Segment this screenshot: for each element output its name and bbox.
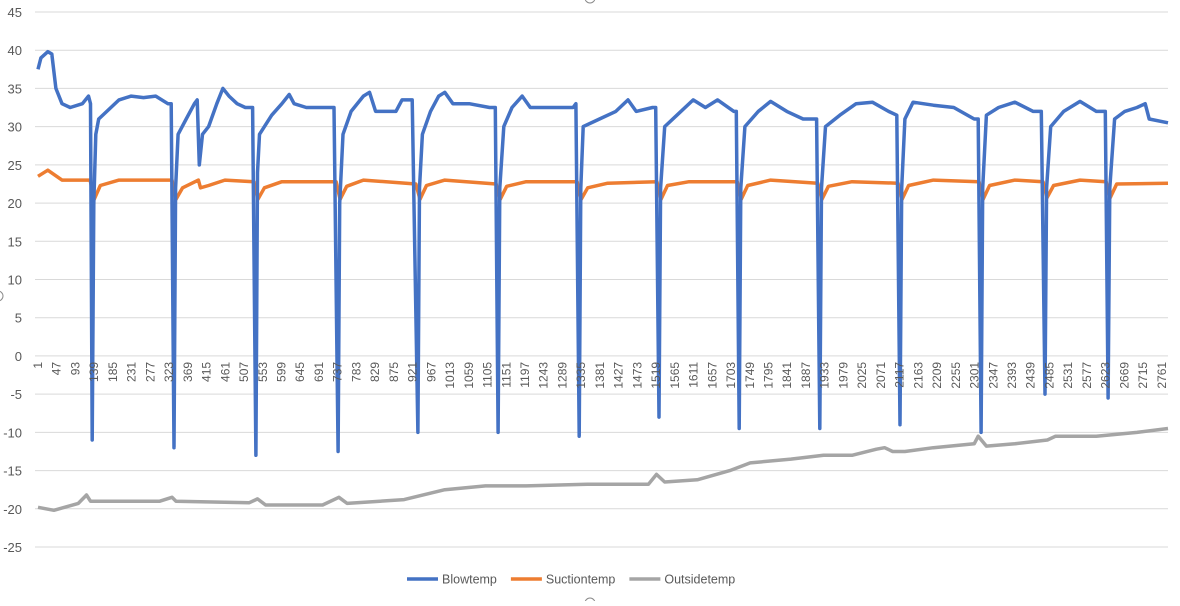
x-tick-label: 2623 xyxy=(1099,362,1113,389)
x-tick-label: 967 xyxy=(424,362,438,382)
x-tick-label: 1105 xyxy=(481,362,495,388)
x-tick-label: 1 xyxy=(31,362,45,369)
selection-handle-top[interactable] xyxy=(584,0,596,4)
x-tick-label: 783 xyxy=(349,362,363,382)
series-line-suctiontemp[interactable] xyxy=(37,168,1169,202)
x-tick-label: 231 xyxy=(125,362,139,382)
x-tick-label: 1933 xyxy=(818,362,832,389)
y-tick-label: 35 xyxy=(8,81,22,96)
y-tick-label: -25 xyxy=(3,540,22,555)
x-tick-label: 2577 xyxy=(1080,362,1094,389)
y-tick-label: 5 xyxy=(15,311,22,326)
x-tick-label: 875 xyxy=(387,362,401,382)
x-tick-label: 2117 xyxy=(893,362,907,388)
x-tick-label: 1657 xyxy=(705,362,719,389)
x-tick-label: 2163 xyxy=(911,362,925,389)
x-tick-label: 2301 xyxy=(968,362,982,389)
series-line-outsidetemp[interactable] xyxy=(37,426,1169,513)
y-tick-label: 10 xyxy=(8,273,22,288)
x-tick-label: 1059 xyxy=(462,362,476,389)
x-tick-label: 2485 xyxy=(1042,362,1056,389)
y-axis-tick-labels: 45 40 35 30 25 20 15 10 5 0 -5 -10 -15 -20 -25 xyxy=(3,5,22,555)
x-tick-label: 1427 xyxy=(612,362,626,389)
y-tick-label: 30 xyxy=(8,120,22,135)
gridlines xyxy=(35,11,1168,548)
y-tick-label: -10 xyxy=(3,425,22,440)
x-tick-label: 139 xyxy=(87,362,101,382)
x-tick-label: 1703 xyxy=(724,362,738,389)
x-tick-label: 2209 xyxy=(930,362,944,389)
legend-label-suctiontemp: Suctiontemp xyxy=(546,573,616,587)
x-tick-label: 93 xyxy=(68,362,82,376)
y-tick-label: 45 xyxy=(8,5,22,20)
legend-label-blowtemp: Blowtemp xyxy=(442,573,497,587)
x-tick-label: 323 xyxy=(162,362,176,382)
x-tick-label: 185 xyxy=(106,362,120,382)
x-tick-label: 1979 xyxy=(836,362,850,389)
x-tick-label: 2071 xyxy=(874,362,888,389)
x-tick-label: 829 xyxy=(368,362,382,382)
x-tick-label: 553 xyxy=(256,362,270,382)
x-tick-label: 2347 xyxy=(986,362,1000,389)
x-tick-label: 1243 xyxy=(537,362,551,389)
x-tick-label: 599 xyxy=(275,362,289,382)
x-tick-label: 691 xyxy=(312,362,326,382)
x-tick-label: 461 xyxy=(218,362,232,382)
x-tick-label: 2715 xyxy=(1136,362,1150,389)
x-tick-label: 737 xyxy=(331,362,345,382)
legend[interactable]: Blowtemp Suctiontemp Outsidetemp xyxy=(407,573,735,587)
x-tick-label: 2669 xyxy=(1117,362,1131,389)
legend-label-outsidetemp: Outsidetemp xyxy=(664,573,735,587)
x-tick-label: 1335 xyxy=(574,362,588,389)
x-tick-label: 1749 xyxy=(743,362,757,389)
x-tick-label: 2255 xyxy=(949,362,963,389)
x-tick-label: 1519 xyxy=(649,362,663,389)
series-lines xyxy=(36,49,1169,513)
x-tick-label: 2439 xyxy=(1024,362,1038,389)
x-tick-label: 645 xyxy=(293,362,307,382)
series-line-blowtemp[interactable] xyxy=(36,49,1169,458)
y-tick-label: 20 xyxy=(8,196,22,211)
y-tick-label: -15 xyxy=(3,464,22,479)
x-tick-label: 1473 xyxy=(630,362,644,389)
y-tick-label: 15 xyxy=(8,234,22,249)
x-tick-label: 2531 xyxy=(1061,362,1075,389)
selection-handle-left[interactable] xyxy=(0,290,4,302)
x-tick-label: 507 xyxy=(237,362,251,382)
y-tick-label: -5 xyxy=(10,387,22,402)
x-tick-label: 1841 xyxy=(780,362,794,389)
x-tick-label: 1197 xyxy=(518,362,532,388)
y-tick-label: -20 xyxy=(3,502,22,517)
x-tick-label: 1565 xyxy=(668,362,682,389)
x-tick-label: 1151 xyxy=(499,362,513,388)
x-tick-label: 47 xyxy=(50,362,64,376)
x-tick-label: 1381 xyxy=(593,362,607,389)
x-tick-label: 2393 xyxy=(1005,362,1019,389)
x-tick-label: 1013 xyxy=(443,362,457,389)
x-tick-label: 2761 xyxy=(1155,362,1169,389)
x-tick-label: 1887 xyxy=(799,362,813,389)
x-tick-label: 1289 xyxy=(555,362,569,389)
y-tick-label: 40 xyxy=(8,43,22,58)
x-tick-label: 369 xyxy=(181,362,195,382)
x-tick-label: 2025 xyxy=(855,362,869,389)
x-tick-label: 1795 xyxy=(762,362,776,389)
y-tick-label: 0 xyxy=(15,349,22,364)
x-tick-label: 1611 xyxy=(687,362,701,388)
x-tick-label: 415 xyxy=(200,362,214,382)
y-tick-label: 25 xyxy=(8,158,22,173)
x-tick-label: 921 xyxy=(406,362,420,382)
x-tick-label: 277 xyxy=(143,362,157,382)
x-axis-tick-labels: 1 47 93 139 185 231 277 323 369 415 461 507 553 599 64… xyxy=(31,362,1169,389)
